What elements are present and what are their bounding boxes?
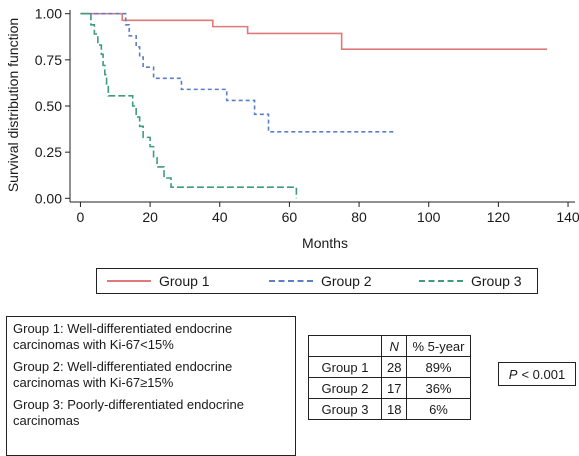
legend-label: Group 2 xyxy=(321,273,372,289)
table-cell: 36% xyxy=(406,377,471,399)
y-tick-label: 0.75 xyxy=(35,52,62,68)
table-header-cell: % 5-year xyxy=(406,335,471,357)
legend-swatch-group-2 xyxy=(269,280,313,282)
legend-label: Group 3 xyxy=(471,273,522,289)
y-tick-label: 0.50 xyxy=(35,98,62,114)
legend-label: Group 1 xyxy=(159,273,210,289)
series-line-group-2 xyxy=(80,12,394,133)
table-cell: 28 xyxy=(380,356,408,378)
survival-stats-table: N % 5-year Group 1 28 89% Group 2 17 36%… xyxy=(308,335,471,420)
chart-legend: Group 1 Group 2 Group 3 xyxy=(96,268,538,294)
chart-series xyxy=(80,12,548,199)
table-row: Group 2 17 36% xyxy=(308,377,471,399)
series-line-group-1 xyxy=(80,12,548,50)
y-tick-label: 0.00 xyxy=(35,190,62,206)
p-value-box: P < 0.001 xyxy=(498,362,576,386)
legend-swatch-group-1 xyxy=(107,280,151,282)
table-cell: 18 xyxy=(380,398,408,420)
table-row: Group 1 28 89% xyxy=(308,356,471,378)
table-cell: 6% xyxy=(406,398,471,420)
y-axis-label: Survival distribution function xyxy=(5,18,21,192)
group-2-definition: Group 2: Well-differentiated endocrine c… xyxy=(13,359,233,390)
x-tick-label: 40 xyxy=(212,209,228,225)
table-header-row: N % 5-year xyxy=(308,335,471,357)
y-tick-label: 1.00 xyxy=(35,6,62,22)
table-row: Group 3 18 6% xyxy=(308,398,471,420)
table-header-cell xyxy=(308,335,382,357)
p-value-symbol: P xyxy=(508,366,518,382)
x-tick-label: 80 xyxy=(351,209,367,225)
x-tick-label: 100 xyxy=(417,209,441,225)
survival-chart: 0 20 40 60 80 100 120 140 0.00 0.25 0.50 0.75 1.00 S… xyxy=(5,6,579,251)
series-line-group-3 xyxy=(80,12,298,199)
group-1-definition: Group 1: Well-differentiated endocrine c… xyxy=(13,321,233,352)
x-tick-label: 60 xyxy=(282,209,298,225)
legend-swatch-group-3 xyxy=(419,280,463,282)
group-definitions: Group 1: Well-differentiated endocrine c… xyxy=(6,316,296,456)
x-tick-label: 140 xyxy=(556,209,579,225)
table-header-cell: N xyxy=(380,335,408,357)
legend-item-group-3: Group 3 xyxy=(419,269,522,293)
legend-item-group-2: Group 2 xyxy=(269,269,372,293)
x-axis-label: Months xyxy=(302,235,348,251)
table-cell: 89% xyxy=(406,356,471,378)
y-tick-label: 0.25 xyxy=(35,144,62,160)
legend-item-group-1: Group 1 xyxy=(107,269,210,293)
x-tick-label: 20 xyxy=(142,209,158,225)
group-3-definition: Group 3: Poorly-differentiated endocrine… xyxy=(13,397,245,428)
p-value-text: < 0.001 xyxy=(521,366,566,382)
table-cell: 17 xyxy=(380,377,408,399)
table-cell: Group 2 xyxy=(308,377,382,399)
x-tick-label: 0 xyxy=(77,209,85,225)
table-cell: Group 3 xyxy=(308,398,382,420)
chart-axes: 0 20 40 60 80 100 120 140 0.00 0.25 0.50 0.75 1.00 xyxy=(35,6,579,225)
x-tick-label: 120 xyxy=(487,209,511,225)
table-cell: Group 1 xyxy=(308,356,382,378)
